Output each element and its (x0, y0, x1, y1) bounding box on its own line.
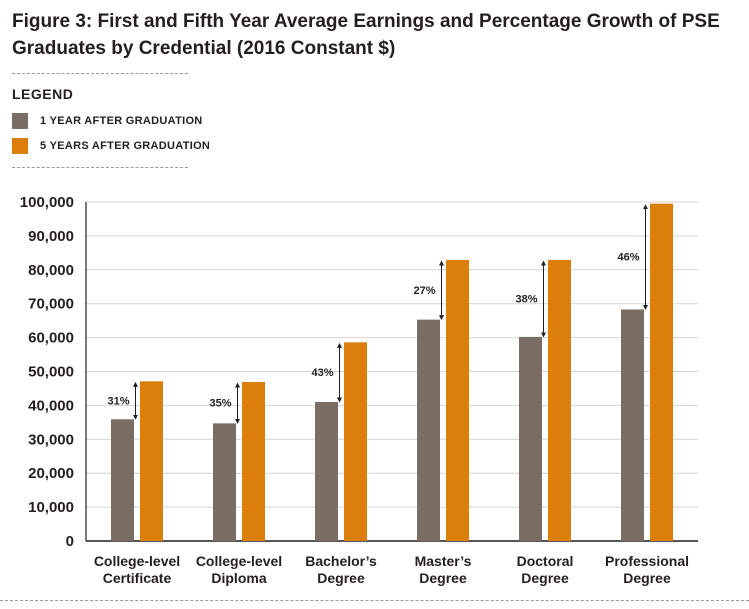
x-tick-label: Doctoral (517, 553, 574, 569)
bar-5-years (446, 259, 469, 541)
bar-5-years (344, 342, 367, 541)
bar-1-year (519, 336, 542, 541)
x-tick-label: Degree (623, 570, 671, 586)
chart-title: Figure 3: First and Fifth Year Average E… (12, 11, 720, 59)
legend-heading: LEGEND (12, 86, 74, 102)
y-tick-label: 0 (66, 533, 74, 550)
growth-label: 43% (311, 367, 333, 379)
y-tick-label: 90,000 (28, 228, 74, 245)
growth-label: 31% (107, 395, 129, 407)
x-tick-label: Degree (317, 570, 365, 586)
legend-top-divider (12, 73, 188, 74)
legend-swatch-1-year (12, 113, 28, 129)
growth-label: 35% (209, 398, 231, 410)
bar-chart: 0 10,000 20,000 30,000 40,000 50,000 60,000 70,… (20, 194, 698, 586)
bar-5-years (140, 381, 163, 541)
footer-divider (0, 600, 749, 601)
bar-1-year (417, 319, 440, 541)
bar-5-years (650, 203, 673, 541)
bar-1-year (213, 423, 236, 541)
legend-bottom-divider (12, 167, 188, 168)
x-tick-label: Master’s (415, 553, 472, 569)
y-tick-label: 80,000 (28, 262, 74, 279)
x-tick-label: College-level (196, 553, 282, 569)
legend-swatch-5-years (12, 138, 28, 154)
y-tick-label: 50,000 (28, 364, 74, 381)
x-tick-label: College-level (94, 553, 180, 569)
legend-label-5-years: 5 YEARS AFTER GRADUATION (40, 140, 211, 152)
y-tick-label: 30,000 (28, 431, 74, 448)
x-tick-label: Degree (521, 570, 569, 586)
bar-5-years (548, 259, 571, 541)
growth-label: 46% (617, 252, 639, 264)
x-tick-label: Certificate (103, 570, 172, 586)
bar-1-year (621, 309, 644, 541)
y-tick-label: 40,000 (28, 397, 74, 414)
y-tick-label: 100,000 (20, 194, 74, 211)
y-tick-label: 70,000 (28, 296, 74, 313)
x-tick-label: Degree (419, 570, 467, 586)
x-tick-label: Professional (605, 553, 689, 569)
growth-label: 27% (413, 285, 435, 297)
legend-item-5-years: 5 YEARS AFTER GRADUATION (12, 138, 210, 154)
y-tick-label: 20,000 (28, 465, 74, 482)
x-tick-label: Bachelor’s (305, 553, 377, 569)
y-tick-label: 60,000 (28, 330, 74, 347)
legend-label-1-year: 1 YEAR AFTER GRADUATION (40, 115, 203, 127)
x-tick-label: Diploma (211, 570, 266, 586)
bar-5-years (242, 382, 265, 541)
bar-1-year (315, 402, 338, 541)
legend-item-1-year: 1 YEAR AFTER GRADUATION (12, 113, 203, 129)
y-tick-label: 10,000 (28, 499, 74, 516)
bar-1-year (111, 419, 134, 541)
growth-label: 38% (515, 293, 537, 305)
